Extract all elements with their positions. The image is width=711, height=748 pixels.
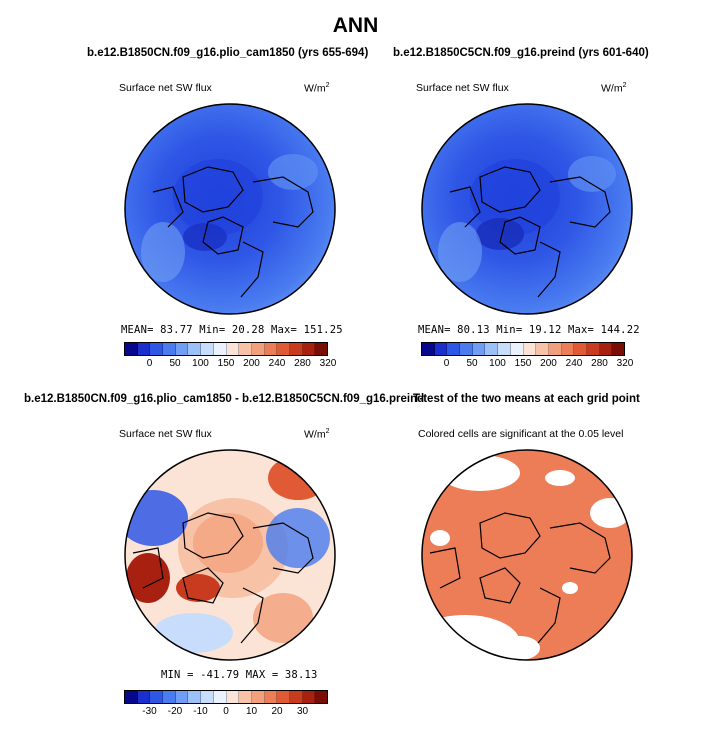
colorbar-tick-label: 280 (294, 358, 311, 369)
panel2-map (421, 103, 633, 315)
colorbar-segment (561, 343, 575, 355)
colorbar-tick-label: 100 (192, 358, 209, 369)
page-title: ANN (332, 14, 379, 37)
colorbar-segment (163, 343, 176, 355)
colorbar-segment (150, 691, 164, 703)
panel1-map (124, 103, 336, 315)
colorbar-tick-label: 50 (169, 358, 181, 369)
panel1-stats: MEAN= 83.77 Min= 20.28 Max= 151.25 (121, 324, 343, 336)
colorbar-segment (150, 343, 164, 355)
panel2-run-title: b.e12.B1850C5CN.f09_g16.preind (yrs 601-… (393, 47, 649, 59)
colorbar-tick-label: 150 (514, 358, 532, 369)
colorbar-segment (239, 691, 252, 703)
colorbar-tick-label: 100 (489, 358, 506, 369)
colorbar-segment (226, 343, 240, 355)
colorbar-segment (175, 691, 189, 703)
colorbar-tick-label: 320 (616, 358, 634, 369)
colorbar-segment (125, 691, 138, 703)
colorbar-tick-label: 200 (540, 358, 557, 369)
colorbar-segment (498, 343, 511, 355)
colorbar-tick-label: 150 (217, 358, 235, 369)
colorbar-segment (213, 343, 227, 355)
colorbar-segment (315, 691, 327, 703)
colorbar-segment (277, 343, 290, 355)
colorbar-tick-label: -10 (193, 706, 208, 717)
colorbar-segment (447, 343, 461, 355)
colorbar-segment (315, 343, 327, 355)
panel1-run-title: b.e12.B1850CN.f09_g16.plio_cam1850 (yrs … (87, 47, 369, 59)
colorbar-segment (137, 691, 151, 703)
colorbar-tick-label: 20 (271, 706, 283, 717)
colorbar-segment (289, 343, 303, 355)
colorbar-tick-label: 50 (466, 358, 478, 369)
colorbar-segment (472, 343, 486, 355)
colorbar-segment (536, 343, 549, 355)
colorbar-tick-label: 30 (296, 706, 309, 717)
panel2-stats: MEAN= 80.13 Min= 19.12 Max= 144.22 (418, 324, 640, 336)
colorbar-segment (226, 691, 240, 703)
colorbar-tick-label: 0 (223, 706, 229, 717)
colorbar-segment (302, 691, 316, 703)
panel3-colorbar: -30 -20 -10 0 10 20 30 (124, 690, 328, 718)
colorbar-tick-label: -30 (142, 706, 157, 717)
colorbar-segment (523, 343, 537, 355)
colorbar-segment (125, 343, 138, 355)
colorbar-segment (289, 691, 303, 703)
panel2-variable-label: Surface net SW flux (416, 82, 509, 94)
colorbar-segment (434, 343, 448, 355)
colorbar-segment (239, 343, 252, 355)
colorbar-tick-label: 10 (245, 706, 258, 717)
panel3-map (124, 449, 336, 661)
panel1-units: W/m2 (304, 82, 330, 95)
colorbar-segment (188, 691, 202, 703)
colorbar-segment (137, 343, 151, 355)
panel3-stats: MIN = -41.79 MAX = 38.13 (161, 669, 318, 681)
colorbar-segment (251, 343, 265, 355)
colorbar-tick-label: -20 (167, 706, 183, 717)
colorbar-segment (574, 343, 587, 355)
colorbar-segment (485, 343, 499, 355)
colorbar-segment (264, 343, 278, 355)
panel1-variable-label: Surface net SW flux (119, 82, 212, 94)
colorbar-segment (251, 691, 265, 703)
panel3-run-title: b.e12.B1850CN.f09_g16.plio_cam1850 - b.e… (24, 393, 425, 405)
panel4-subtitle: Colored cells are significant at the 0.0… (418, 428, 624, 440)
colorbar-tick-label: 320 (319, 358, 337, 369)
colorbar-segment (599, 343, 613, 355)
panel4-map (421, 449, 633, 661)
panel2-units: W/m2 (601, 82, 627, 95)
colorbar-tick-label: 280 (591, 358, 608, 369)
panel3-units: W/m2 (304, 428, 330, 441)
colorbar-segment (201, 343, 214, 355)
colorbar-segment (302, 343, 316, 355)
colorbar-segment (213, 691, 227, 703)
colorbar-segment (163, 691, 176, 703)
colorbar-segment (277, 691, 290, 703)
panel1-colorbar: 0 50 100 150 200 240 280 320 (124, 342, 336, 370)
colorbar-segment (175, 343, 189, 355)
panel2-colorbar: 0 50 100 150 200 240 280 320 (421, 342, 633, 370)
colorbar-segment (510, 343, 524, 355)
colorbar-tick-label: 0 (146, 358, 153, 369)
colorbar-segment (422, 343, 435, 355)
colorbar-segment (612, 343, 624, 355)
panel3-variable-label: Surface net SW flux (119, 428, 212, 440)
colorbar-tick-label: 240 (565, 358, 583, 369)
colorbar-tick-label: 240 (268, 358, 286, 369)
colorbar-tick-label: 0 (443, 358, 450, 369)
colorbar-segment (460, 343, 473, 355)
colorbar-segment (201, 691, 214, 703)
colorbar-segment (548, 343, 562, 355)
colorbar-segment (264, 691, 278, 703)
colorbar-segment (188, 343, 202, 355)
panel4-title: T-test of the two means at each grid poi… (413, 393, 640, 405)
colorbar-tick-label: 200 (243, 358, 260, 369)
colorbar-segment (586, 343, 600, 355)
